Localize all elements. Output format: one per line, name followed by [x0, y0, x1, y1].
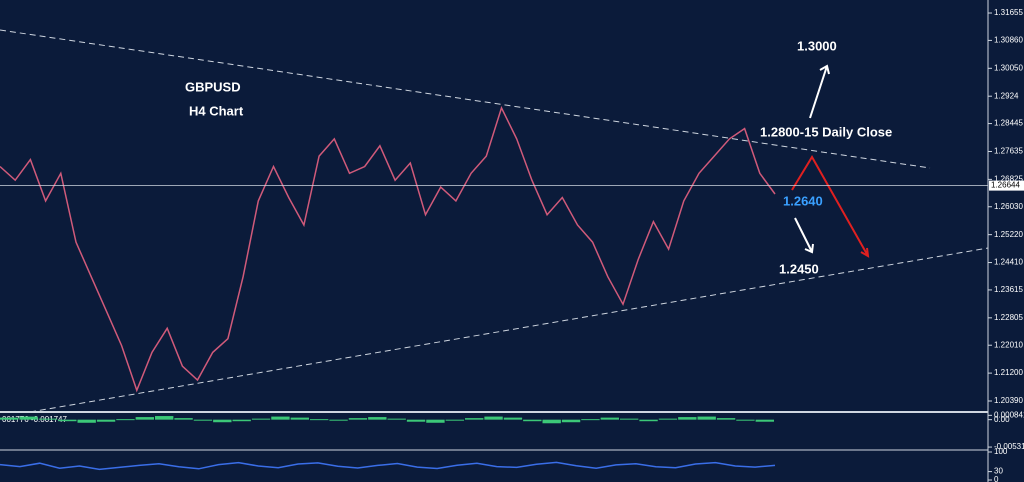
trend-line	[0, 29, 931, 169]
histogram-bar	[58, 419, 77, 422]
y-tick-label: 1.27635	[994, 147, 1023, 156]
y-tick-label: 0	[994, 475, 999, 482]
histogram-bar	[406, 419, 426, 422]
y-tick-label: 1.22010	[994, 340, 1023, 349]
annotation: 1.2640	[783, 193, 823, 208]
arrow	[809, 64, 830, 119]
histogram-bar	[736, 419, 755, 421]
histogram-bar	[271, 416, 290, 420]
y-tick-label: 1.22805	[994, 313, 1023, 322]
chart-title: GBPUSD	[185, 79, 241, 94]
histogram-bar	[465, 418, 484, 420]
y-tick-label: 1.20390	[994, 396, 1023, 405]
histogram-bar	[348, 418, 368, 420]
y-tick-label: 1.21200	[994, 368, 1023, 377]
histogram-bar	[77, 419, 96, 423]
histogram-bar	[755, 419, 774, 422]
chart-subtitle: H4 Chart	[189, 103, 244, 118]
histogram-bar	[697, 416, 716, 420]
histogram-bar	[310, 419, 329, 421]
histogram-bar	[658, 418, 678, 420]
y-tick-label: 1.25220	[994, 230, 1023, 239]
histogram-bar	[445, 419, 464, 421]
histogram-bar	[0, 417, 19, 420]
histogram-bar	[251, 418, 271, 420]
histogram-bar	[484, 416, 503, 420]
y-tick-label: 1.26825	[994, 174, 1023, 183]
histogram-bar	[523, 419, 542, 422]
histogram-bar	[426, 419, 445, 423]
y-tick-label: 1.31655	[994, 8, 1023, 17]
histogram-bar	[38, 418, 58, 420]
histogram-bar	[232, 419, 251, 422]
current-price-box	[989, 180, 1024, 191]
histogram-bar	[678, 417, 697, 420]
annotation: 1.2800-15 Daily Close	[760, 124, 892, 139]
histogram-bar	[639, 419, 658, 422]
trend-line	[29, 247, 989, 413]
y-tick-label: 100	[994, 447, 1008, 456]
current-price-label: 1.26644	[991, 181, 1020, 190]
annotation: 1.3000	[797, 38, 837, 53]
histogram-bar	[542, 419, 561, 424]
histogram-bar	[620, 418, 639, 420]
histogram-bar	[600, 417, 619, 420]
histogram-bar	[116, 419, 135, 421]
histogram-bar	[368, 417, 387, 420]
histogram-bar	[290, 417, 309, 420]
histogram-bar	[716, 418, 736, 420]
histogram-bar	[503, 417, 523, 420]
y-tick-label: 1.30860	[994, 36, 1023, 45]
price-line	[0, 105, 776, 393]
histogram-bar	[213, 419, 232, 423]
histogram-bar	[96, 419, 116, 422]
price-line	[0, 461, 776, 471]
y-tick-label: 0.00	[994, 415, 1010, 424]
y-tick-label: 1.30050	[994, 63, 1023, 72]
histogram-bar	[174, 418, 193, 420]
y-tick-label: 0.000841	[994, 410, 1024, 419]
histogram-bar	[19, 416, 38, 420]
y-tick-label: -0.005318	[994, 442, 1024, 451]
histogram-bar	[581, 419, 600, 421]
histogram-bar	[155, 416, 174, 420]
y-tick-label: 1.28445	[994, 119, 1023, 128]
scenario-arrow	[791, 155, 870, 258]
y-tick-label: 1.26030	[994, 202, 1023, 211]
histogram-bar	[329, 419, 348, 421]
y-tick-label: 30	[994, 467, 1003, 476]
y-tick-label: 1.2924	[994, 91, 1019, 100]
histogram-bar	[193, 419, 213, 421]
annotation: 1.2450	[779, 261, 819, 276]
histogram-bar	[561, 419, 581, 423]
y-tick-label: 1.24410	[994, 258, 1023, 267]
y-tick-label: 1.23615	[994, 285, 1023, 294]
arrow	[794, 217, 814, 254]
histogram-bar	[135, 417, 154, 420]
histogram-bar	[387, 418, 406, 420]
